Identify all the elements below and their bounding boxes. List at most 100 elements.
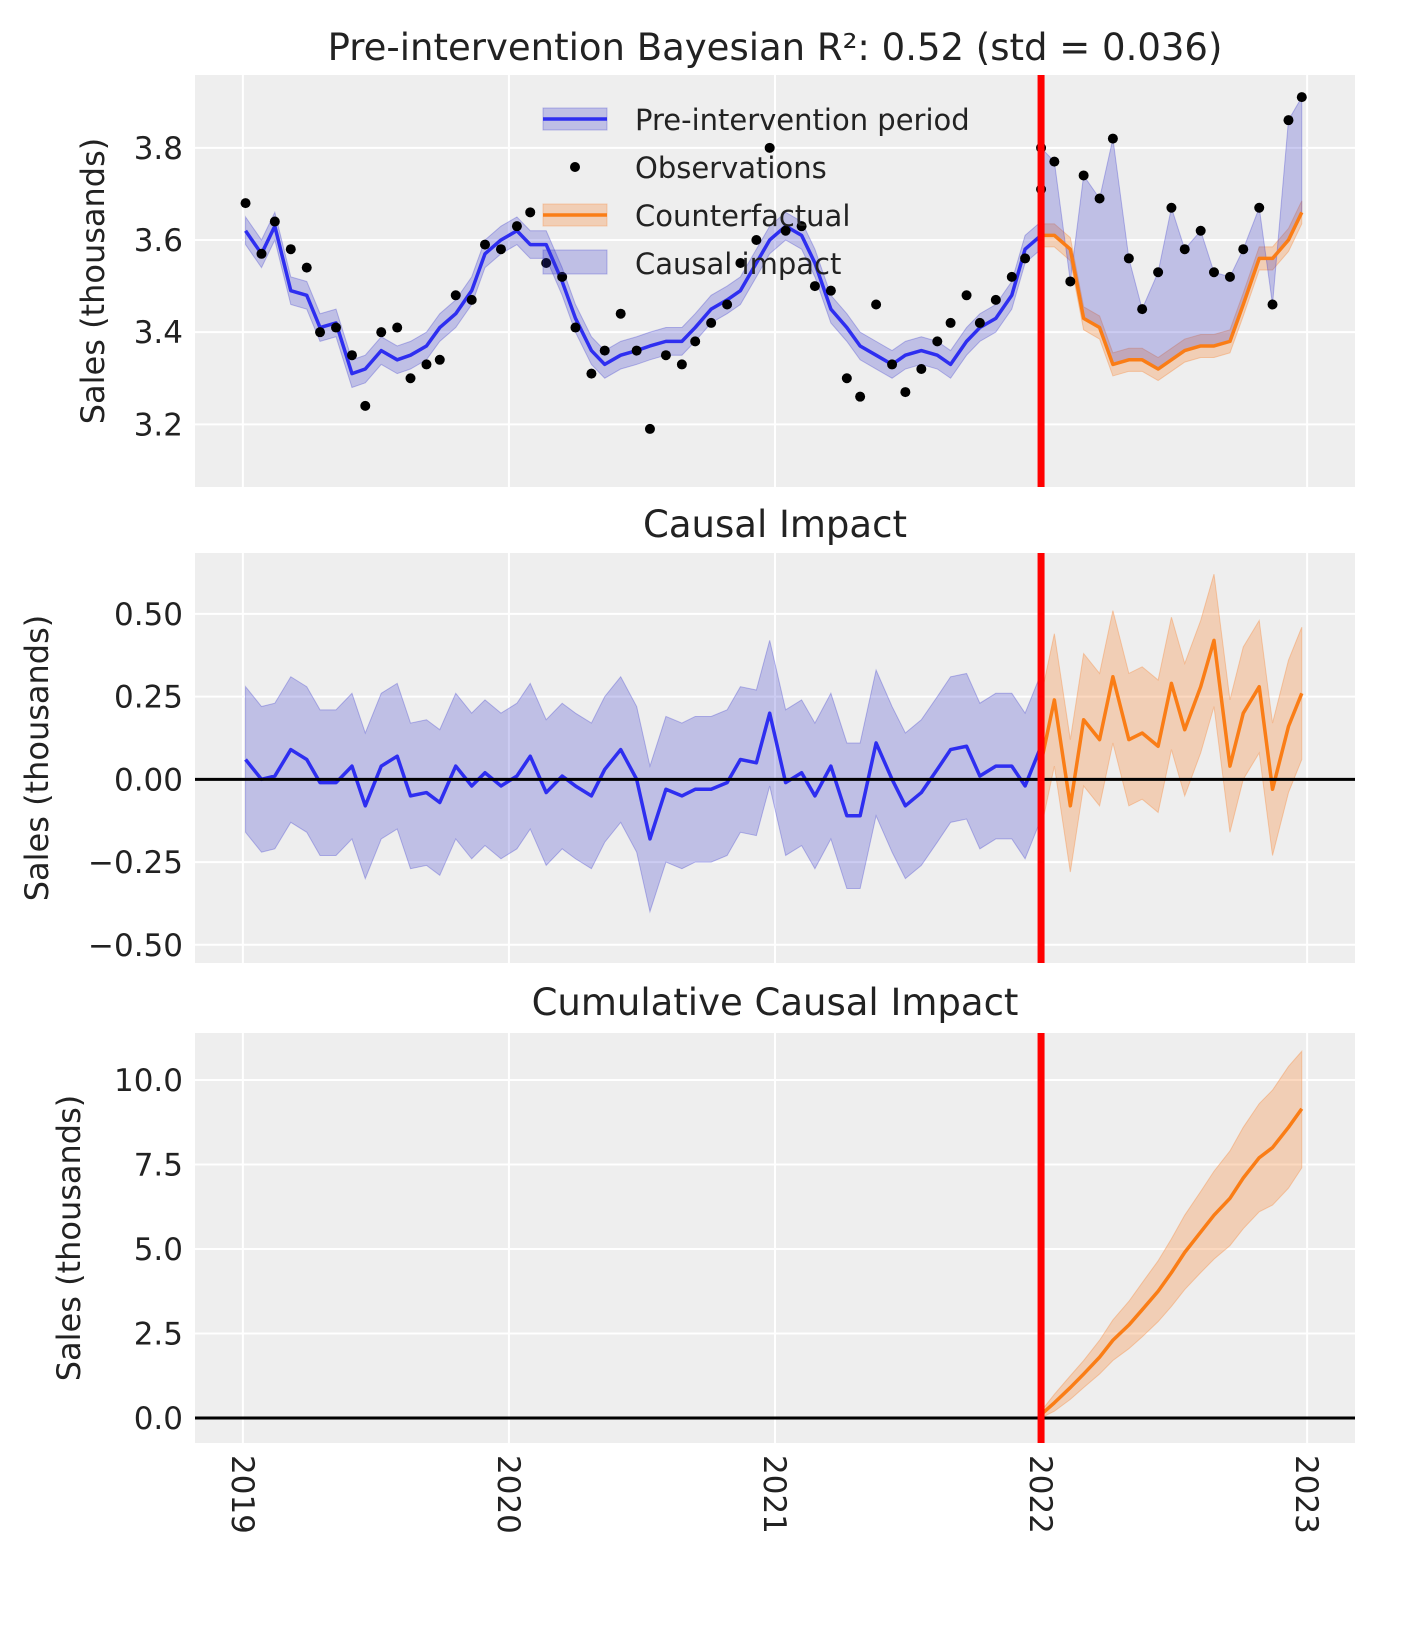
observation-point [1296, 92, 1307, 103]
plot-area [195, 75, 1355, 487]
observation-point [841, 373, 852, 384]
post-impact-band [1040, 574, 1303, 873]
observation-point [615, 308, 626, 319]
observation-point [1195, 225, 1206, 236]
observation-point [392, 322, 403, 333]
observation-point [1179, 244, 1190, 255]
legend-swatch-dot [570, 162, 580, 172]
panel-title: Pre-intervention Bayesian R²: 0.52 (std … [328, 26, 1223, 69]
counterfactual-band [1040, 200, 1303, 382]
legend-label: Pre-intervention period [635, 103, 970, 137]
x-tick-label: 2021 [756, 1455, 792, 1534]
observation-point [599, 345, 610, 356]
observation-point [525, 207, 536, 218]
observation-point [871, 299, 882, 310]
y-tick-label: 5.0 [134, 1232, 183, 1268]
observation-point [932, 336, 943, 347]
observation-point [495, 244, 506, 255]
observation-point [974, 317, 985, 328]
x-tick-label: 2022 [1022, 1455, 1058, 1534]
observation-point [240, 198, 251, 209]
x-tick-label: 2023 [1288, 1455, 1324, 1534]
legend-item-observations: Observations [570, 151, 827, 185]
observation-point [780, 225, 791, 236]
observation-point [480, 239, 490, 250]
observation-point [1065, 276, 1076, 287]
plot-area [195, 1033, 1355, 1443]
y-tick-label: 3.6 [134, 223, 183, 259]
cumulative-impact-band [1040, 1049, 1303, 1419]
observation-point [722, 299, 733, 310]
y-tick-label: 0.00 [114, 762, 183, 798]
observation-point [706, 317, 717, 328]
observation-point [764, 142, 775, 153]
legend: Pre-intervention period Observations Cou… [542, 103, 970, 281]
observation-point [1208, 267, 1219, 278]
observation-point [1006, 271, 1017, 282]
observation-point [825, 285, 836, 296]
y-axis-label: Sales (thousands) [50, 1095, 88, 1382]
pre-intervention-line [244, 224, 1043, 376]
observation-point [1267, 299, 1278, 310]
x-tick-label: 2020 [490, 1455, 526, 1534]
observation-point [900, 387, 911, 398]
observation-point [676, 359, 687, 370]
panel-title: Cumulative Causal Impact [532, 981, 1019, 1024]
legend-label: Counterfactual [635, 199, 850, 233]
observation-point [735, 258, 746, 269]
observation-point [360, 400, 371, 411]
observation-point [1123, 253, 1134, 264]
observation-point [1094, 193, 1105, 204]
panel-causal-impact: Causal Impact Sales (thousands) −0.50 −0.… [18, 503, 1355, 964]
legend-item-pre-intervention: Pre-intervention period [542, 103, 970, 137]
observation-point [376, 327, 387, 338]
observation-point [586, 368, 597, 379]
observation-point [887, 359, 898, 370]
observation-point [346, 350, 357, 361]
observation-point [1107, 133, 1118, 144]
observation-point [1283, 115, 1294, 126]
observation-point [945, 317, 956, 328]
legend-label: Causal impact [635, 247, 841, 281]
observation-point [644, 423, 655, 434]
observation-point [301, 262, 312, 273]
observation-point [570, 322, 581, 333]
panel-title: Causal Impact [643, 503, 907, 546]
x-tick-label: 2019 [224, 1455, 260, 1534]
observation-point [690, 336, 701, 347]
y-tick-label: 3.8 [134, 131, 183, 167]
observation-point [315, 327, 326, 338]
y-tick-label: 0.25 [114, 680, 183, 716]
y-tick-label: 10.0 [114, 1063, 183, 1099]
observation-point [660, 350, 671, 361]
observation-point [511, 221, 522, 232]
y-tick-label: 0.0 [134, 1401, 183, 1437]
observation-point [557, 271, 568, 282]
observation-point [256, 248, 267, 259]
observation-point [434, 354, 445, 365]
counterfactual-line [1041, 211, 1304, 371]
y-tick-label: −0.25 [88, 845, 183, 881]
observation-point [1049, 156, 1060, 167]
observation-point [916, 364, 927, 375]
observation-point [631, 345, 642, 356]
observation-point [809, 281, 820, 292]
observation-point [1254, 202, 1265, 213]
legend-swatch-band [542, 249, 608, 275]
observation-point [405, 373, 416, 384]
observation-point [751, 234, 762, 245]
post-impact-line [1039, 638, 1304, 808]
observation-point [1020, 253, 1031, 264]
observation-point [331, 322, 342, 333]
cumulative-impact-line [1039, 1107, 1304, 1416]
observation-point [1238, 244, 1249, 255]
y-axis-label: Sales (thousands) [74, 138, 112, 425]
observation-point [1078, 170, 1089, 181]
legend-item-causal-impact: Causal impact [542, 247, 841, 281]
y-axis-label: Sales (thousands) [18, 615, 56, 902]
y-tick-label: 3.2 [134, 407, 183, 443]
observation-point [1166, 202, 1177, 213]
observation-point [269, 216, 280, 227]
pre-impact-line [244, 711, 1043, 841]
